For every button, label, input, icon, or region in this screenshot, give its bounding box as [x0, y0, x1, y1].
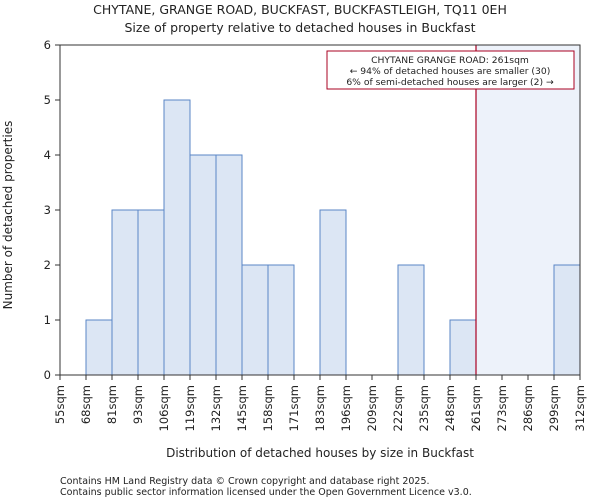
- bar-299sqm: [553, 264, 581, 376]
- y-tick-label-0: 0: [44, 368, 51, 382]
- bar-68sqm: [85, 319, 113, 376]
- bar-222sqm: [397, 264, 425, 376]
- x-tick-label-222sqm: 222sqm: [391, 385, 405, 431]
- x-tick-label-312sqm: 312sqm: [573, 385, 587, 431]
- x-tick-label-119sqm: 119sqm: [183, 385, 197, 431]
- x-tick-label-171sqm: 171sqm: [287, 385, 301, 431]
- x-tick-label-209sqm: 209sqm: [365, 385, 379, 431]
- annotation-line-3: 6% of semi-detached houses are larger (2…: [346, 77, 554, 88]
- bar-81sqm: [111, 209, 139, 376]
- x-tick-label-55sqm: 55sqm: [53, 385, 67, 424]
- x-tick-label-81sqm: 81sqm: [105, 385, 119, 424]
- x-tick-label-286sqm: 286sqm: [521, 385, 535, 431]
- bar-132sqm: [215, 154, 243, 376]
- bar-158sqm: [267, 264, 295, 376]
- x-axis-label: Distribution of detached houses by size …: [166, 446, 474, 460]
- bar-106sqm: [163, 99, 191, 376]
- y-tick-label-4: 4: [44, 148, 51, 162]
- bar-119sqm: [189, 154, 217, 376]
- annotation-line-2: ← 94% of detached houses are smaller (30…: [350, 66, 551, 77]
- annotation-box: CHYTANE GRANGE ROAD: 261sqm ← 94% of det…: [326, 50, 575, 90]
- y-tick-label-3: 3: [44, 203, 51, 217]
- x-tick-label-273sqm: 273sqm: [495, 385, 509, 431]
- bar-93sqm: [137, 209, 165, 376]
- x-tick-label-235sqm: 235sqm: [417, 385, 431, 431]
- x-tick-label-93sqm: 93sqm: [131, 385, 145, 424]
- x-tick-label-106sqm: 106sqm: [157, 385, 171, 431]
- annotation-frame: [326, 50, 575, 90]
- chart-title: CHYTANE, GRANGE ROAD, BUCKFAST, BUCKFAST…: [93, 2, 507, 17]
- annotation-line-1: CHYTANE GRANGE ROAD: 261sqm: [371, 55, 529, 66]
- bar-145sqm: [241, 264, 269, 376]
- x-tick-label-183sqm: 183sqm: [313, 385, 327, 431]
- footer-line-1: Contains HM Land Registry data © Crown c…: [60, 476, 430, 487]
- y-tick-label-1: 1: [44, 313, 51, 327]
- x-tick-label-145sqm: 145sqm: [235, 385, 249, 431]
- chart-subtitle: Size of property relative to detached ho…: [125, 20, 476, 35]
- x-tick-label-196sqm: 196sqm: [339, 385, 353, 431]
- footer-line-2: Contains public sector information licen…: [60, 487, 472, 498]
- x-tick-label-248sqm: 248sqm: [443, 385, 457, 431]
- y-axis-label: Number of detached properties: [1, 121, 15, 310]
- bar-183sqm: [319, 209, 347, 376]
- bar-248sqm: [449, 319, 477, 376]
- y-tick-label-6: 6: [44, 38, 51, 52]
- x-tick-label-158sqm: 158sqm: [261, 385, 275, 431]
- x-tick-label-68sqm: 68sqm: [79, 385, 93, 424]
- x-tick-label-261sqm: 261sqm: [469, 385, 483, 431]
- y-tick-label-2: 2: [44, 258, 51, 272]
- y-tick-label-5: 5: [44, 93, 51, 107]
- x-tick-label-132sqm: 132sqm: [209, 385, 223, 431]
- x-tick-label-299sqm: 299sqm: [547, 385, 561, 431]
